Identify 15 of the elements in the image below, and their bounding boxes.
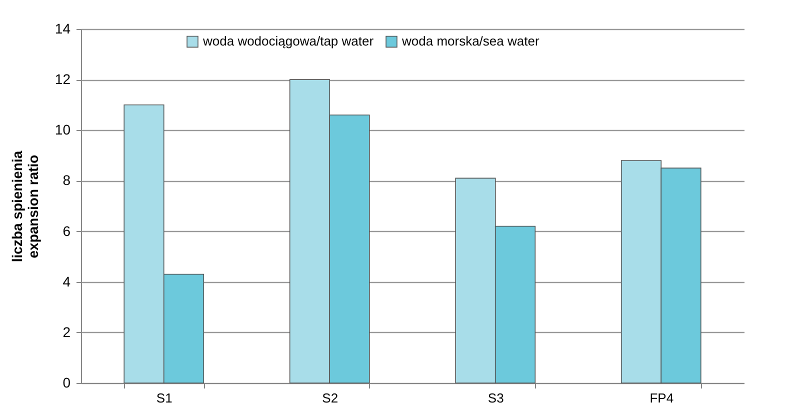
y-tick-label: 6 (62, 222, 71, 239)
legend-label: woda wodociągowa/tap water (202, 34, 374, 49)
y-tick-label: 0 (62, 374, 71, 390)
y-tick-label: 10 (54, 122, 71, 138)
y-axis-title: liczba spienienia expansion ratio (8, 150, 41, 262)
legend-label: woda morska/sea water (401, 34, 540, 49)
y-tick-label: 14 (54, 20, 71, 36)
y-tick-label: 8 (62, 172, 71, 188)
y-tick-label: 12 (54, 71, 71, 88)
y-tick-label: 2 (62, 324, 71, 340)
x-tick-label: FP4 (650, 390, 674, 405)
x-tick-label: S2 (322, 390, 338, 405)
x-tick-label: S1 (156, 390, 172, 405)
y-tick-label: 4 (62, 273, 71, 290)
x-tick-label: S3 (488, 390, 504, 405)
